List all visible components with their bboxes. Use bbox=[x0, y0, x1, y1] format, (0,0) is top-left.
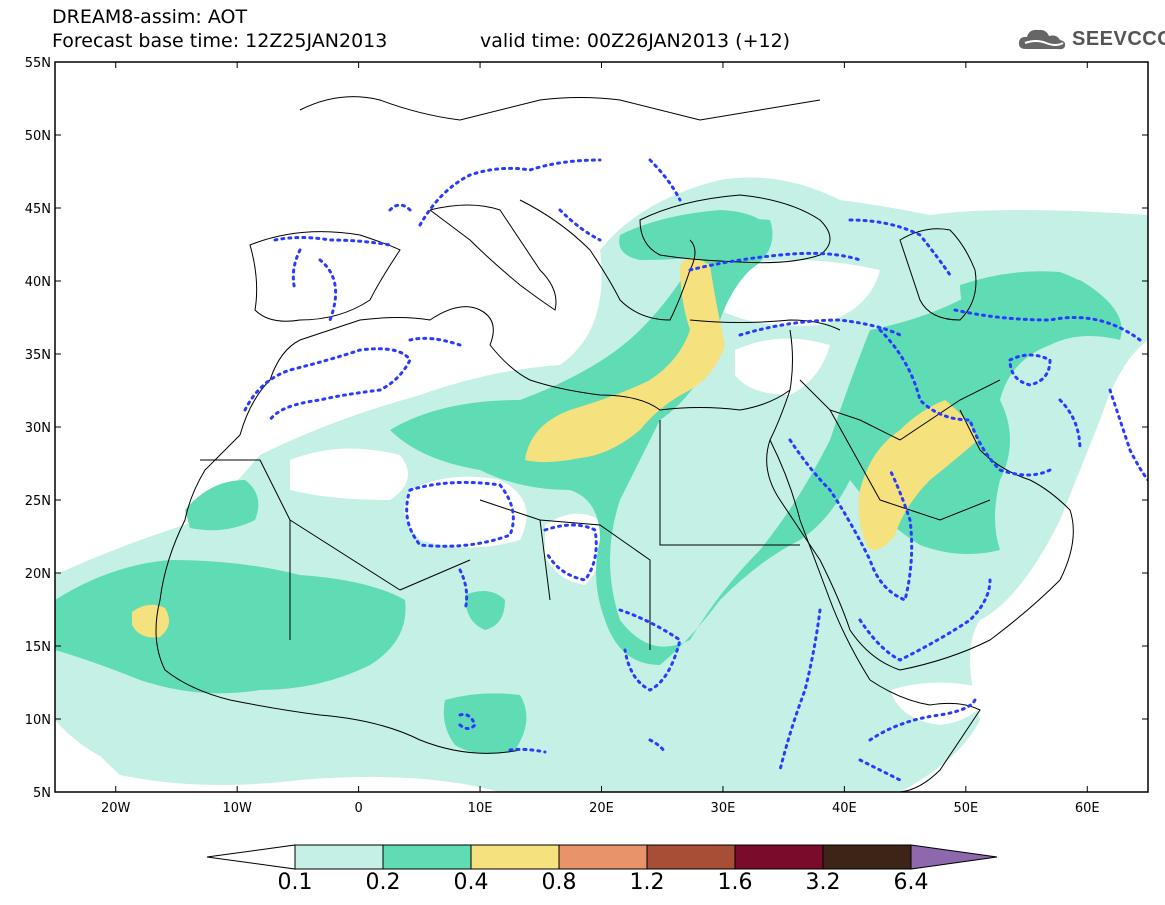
longitude-axis: 20W 10W 0 10E 20E 30E 40E 50E 60E bbox=[101, 62, 1100, 816]
lon-label: 10W bbox=[222, 801, 252, 816]
latitude-axis: 55N 50N 45N 40N 35N 30N 25N 20N 15N 10N 5N bbox=[25, 56, 1148, 801]
colorbar-label: 1.6 bbox=[717, 870, 753, 895]
forecast-base-time: Forecast base time: 12Z25JAN2013 bbox=[52, 30, 388, 52]
product-title: DREAM8-assim: AOT bbox=[52, 6, 248, 28]
lon-label: 20E bbox=[589, 801, 614, 816]
lon-label: 0 bbox=[354, 801, 362, 816]
contour-sudan bbox=[543, 523, 682, 692]
logo-text: SEEVCCC bbox=[1072, 27, 1165, 50]
coast-caspian bbox=[899, 228, 977, 321]
coast-north-africa bbox=[239, 306, 791, 436]
colorbar-label: 6.4 bbox=[893, 870, 929, 895]
clean-air-pocket-levant bbox=[735, 338, 830, 395]
lat-label: 55N bbox=[25, 56, 51, 71]
contour-alps bbox=[388, 203, 412, 212]
coast-turkey-south bbox=[689, 319, 841, 331]
contour-central-africa bbox=[508, 738, 667, 754]
country-borders-middle-east bbox=[799, 379, 1001, 521]
coast-iberia bbox=[249, 231, 401, 322]
colorbar-label: 0.8 bbox=[541, 870, 577, 895]
contour-ethiopia bbox=[778, 578, 992, 772]
lon-label: 50E bbox=[953, 801, 978, 816]
contour-libya bbox=[405, 480, 515, 548]
lat-label: 15N bbox=[25, 640, 51, 655]
valid-time: valid time: 00Z26JAN2013 (+12) bbox=[480, 30, 791, 52]
coast-italy bbox=[429, 204, 557, 311]
clean-air-pocket-libya bbox=[404, 476, 527, 548]
lat-label: 35N bbox=[25, 348, 51, 363]
contour-turkey bbox=[688, 251, 902, 337]
country-borders-africa bbox=[200, 420, 800, 650]
contour-iraq bbox=[878, 328, 1052, 477]
contour-algeria-coast bbox=[408, 336, 462, 347]
contour-saudi bbox=[788, 438, 914, 603]
contour-balkans bbox=[558, 158, 682, 242]
contour-lines bbox=[243, 158, 1148, 782]
colorbar-label: 1.2 bbox=[629, 870, 665, 895]
contour-iberia bbox=[273, 236, 392, 322]
lat-label: 20N bbox=[25, 567, 51, 582]
coast-west-africa bbox=[155, 434, 521, 754]
aot-level-0.2-chad bbox=[465, 591, 505, 630]
aot-level-0.2-sahara bbox=[390, 219, 1122, 665]
contour-somalia bbox=[858, 698, 977, 782]
contour-caucasus bbox=[848, 218, 952, 277]
lat-label: 25N bbox=[25, 494, 51, 509]
clean-air-pocket-anatolia bbox=[720, 260, 880, 326]
coastlines bbox=[155, 96, 1074, 792]
aot-level-0.2-black-sea bbox=[619, 210, 770, 260]
coast-black-sea bbox=[639, 194, 831, 264]
lat-label: 10N bbox=[25, 713, 51, 728]
coast-europe-north bbox=[299, 96, 821, 121]
cloud-logo-icon bbox=[1018, 29, 1066, 50]
aot-level-0.4-senegal bbox=[132, 604, 169, 638]
contour-gulf bbox=[1058, 388, 1148, 482]
lon-label: 30E bbox=[711, 801, 736, 816]
aot-level-0.2-nigeria bbox=[443, 693, 527, 754]
colorbar-label: 0.1 bbox=[277, 870, 313, 895]
seevccc-logo: SEEVCCC bbox=[1016, 22, 1165, 56]
aot-shading bbox=[55, 62, 1148, 792]
lat-label: 30N bbox=[25, 421, 51, 436]
coast-arabia-east bbox=[899, 409, 1074, 671]
clean-air-pocket-algeria bbox=[290, 448, 408, 500]
contour-chad bbox=[458, 568, 469, 612]
aot-level-0.2-caspian bbox=[960, 271, 1120, 340]
lon-label: 20W bbox=[101, 801, 131, 816]
lat-label: 5N bbox=[33, 786, 51, 801]
lon-label: 40E bbox=[832, 801, 857, 816]
coast-horn-africa bbox=[869, 679, 981, 792]
lat-label: 50N bbox=[25, 129, 51, 144]
aot-level-0.4-iraq-kuwait bbox=[858, 400, 978, 550]
coast-red-sea-west bbox=[769, 439, 871, 681]
lon-label: 60E bbox=[1075, 801, 1100, 816]
colorbar-label: 0.4 bbox=[453, 870, 489, 895]
colorbar-label: 3.2 bbox=[805, 870, 841, 895]
contour-nigeria bbox=[458, 713, 477, 730]
colorbar-label: 0.2 bbox=[365, 870, 401, 895]
contour-france bbox=[418, 158, 602, 227]
coast-levant bbox=[766, 329, 901, 671]
contour-morocco bbox=[243, 347, 412, 422]
lat-label: 40N bbox=[25, 275, 51, 290]
aot-level-0.2-mauritania bbox=[185, 480, 259, 531]
aot-level-0.4-libya-egypt bbox=[525, 258, 725, 463]
lon-label: 10E bbox=[468, 801, 493, 816]
contour-iran bbox=[953, 308, 1142, 387]
aot-level-0.2-sahel bbox=[55, 560, 406, 694]
lat-label: 45N bbox=[25, 202, 51, 217]
